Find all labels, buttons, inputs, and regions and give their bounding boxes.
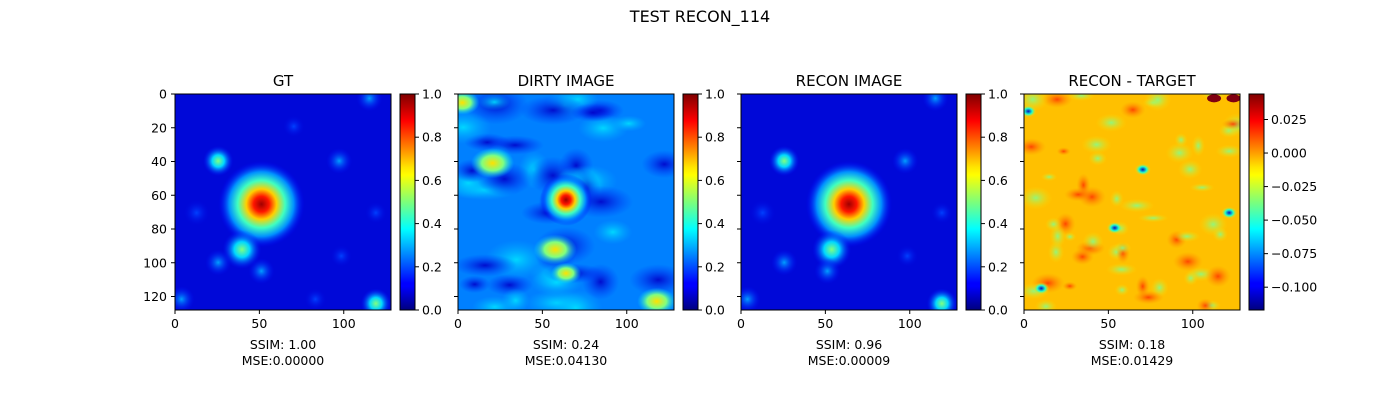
x-tick-label: 100 (1181, 316, 1205, 331)
ssim-label: SSIM: 0.18 (1099, 337, 1165, 352)
axes-frame (457, 93, 675, 311)
colorbar-tick-label: 0.4 (988, 216, 1008, 231)
colorbar-tick-label: 0.8 (705, 130, 725, 145)
y-tick-label: 0 (159, 87, 167, 102)
x-tick-label: 50 (251, 316, 267, 331)
y-tick-label: 120 (143, 289, 167, 304)
ssim-label: SSIM: 0.24 (533, 337, 599, 352)
colorbar-tick-label: 0.6 (705, 173, 725, 188)
colorbar-tick-label: 0.0 (422, 303, 442, 318)
colorbar-tick-label: 1.0 (422, 87, 442, 102)
x-tick-label: 50 (534, 316, 550, 331)
colorbar (682, 93, 699, 311)
mse-label: MSE:0.00009 (808, 353, 891, 368)
x-tick-label: 0 (454, 316, 462, 331)
mse-label: MSE:0.00000 (242, 353, 325, 368)
x-tick-label: 100 (898, 316, 922, 331)
panel-1: GT 0 50 100 0 20 40 60 80 100 120 0.0 0.2 0.4 0.6 0.8 1.… (143, 72, 442, 368)
colorbar-tick-label: 0.000 (1271, 146, 1307, 161)
panel-3: RECON IMAGE 0 50 100 0.0 0.2 0.4 0.6 0.8 1.0 SSIM:… (737, 72, 1008, 368)
y-tick-label: 60 (151, 188, 167, 203)
x-tick-label: 0 (737, 316, 745, 331)
colorbar-tick-label: 0.0 (705, 303, 725, 318)
heatmap-image (458, 94, 674, 310)
axes-frame (1023, 93, 1241, 311)
colorbar-tick-label: 0.6 (988, 173, 1008, 188)
mse-label: MSE:0.01429 (1091, 353, 1174, 368)
colorbar-tick-label: 0.2 (705, 259, 725, 274)
colorbar (399, 93, 416, 311)
colorbar-tick-label: −0.100 (1271, 280, 1317, 295)
heatmap-image (1024, 94, 1240, 310)
y-tick-label: 40 (151, 154, 167, 169)
colorbar-tick-label: 0.6 (422, 173, 442, 188)
mse-label: MSE:0.04130 (525, 353, 608, 368)
x-tick-label: 50 (817, 316, 833, 331)
y-tick-label: 20 (151, 120, 167, 135)
x-tick-label: 100 (615, 316, 639, 331)
colorbar-tick-label: 0.2 (422, 259, 442, 274)
heatmap-image (741, 94, 957, 310)
x-tick-label: 0 (171, 316, 179, 331)
colorbar (965, 93, 982, 311)
colorbar-tick-label: −0.075 (1271, 246, 1317, 261)
axes-frame (740, 93, 958, 311)
y-tick-label: 100 (143, 255, 167, 270)
colorbar-tick-label: −0.050 (1271, 213, 1317, 228)
panel-title: RECON IMAGE (796, 72, 903, 90)
panel-title: DIRTY IMAGE (518, 72, 615, 90)
colorbar-tick-label: 1.0 (988, 87, 1008, 102)
colorbar-tick-label: 1.0 (705, 87, 725, 102)
colorbar-tick-label: −0.025 (1271, 179, 1317, 194)
y-tick-label: 80 (151, 222, 167, 237)
panel-2: DIRTY IMAGE 0 50 100 0.0 0.2 0.4 0.6 0.8 1.0 SSIM:… (454, 72, 725, 368)
colorbar-tick-label: 0.8 (988, 130, 1008, 145)
colorbar-tick-label: 0.2 (988, 259, 1008, 274)
panel-title: GT (273, 72, 294, 90)
colorbar (1248, 93, 1265, 311)
x-tick-label: 100 (332, 316, 356, 331)
panel-4: RECON - TARGET 0 50 100 0.025 0.000 −0.025 −0.0… (1020, 72, 1317, 368)
panel-title: RECON - TARGET (1068, 72, 1196, 90)
x-tick-label: 0 (1020, 316, 1028, 331)
colorbar-tick-label: 0.025 (1271, 112, 1307, 127)
colorbar-tick-label: 0.0 (988, 303, 1008, 318)
axes-frame (174, 93, 392, 311)
colorbar-tick-label: 0.4 (422, 216, 442, 231)
colorbar-tick-label: 0.8 (422, 130, 442, 145)
ssim-label: SSIM: 0.96 (816, 337, 882, 352)
x-tick-label: 50 (1100, 316, 1116, 331)
colorbar-tick-label: 0.4 (705, 216, 725, 231)
figure-title: TEST RECON_114 (629, 7, 770, 27)
heatmap-image (175, 94, 391, 310)
ssim-label: SSIM: 1.00 (250, 337, 316, 352)
